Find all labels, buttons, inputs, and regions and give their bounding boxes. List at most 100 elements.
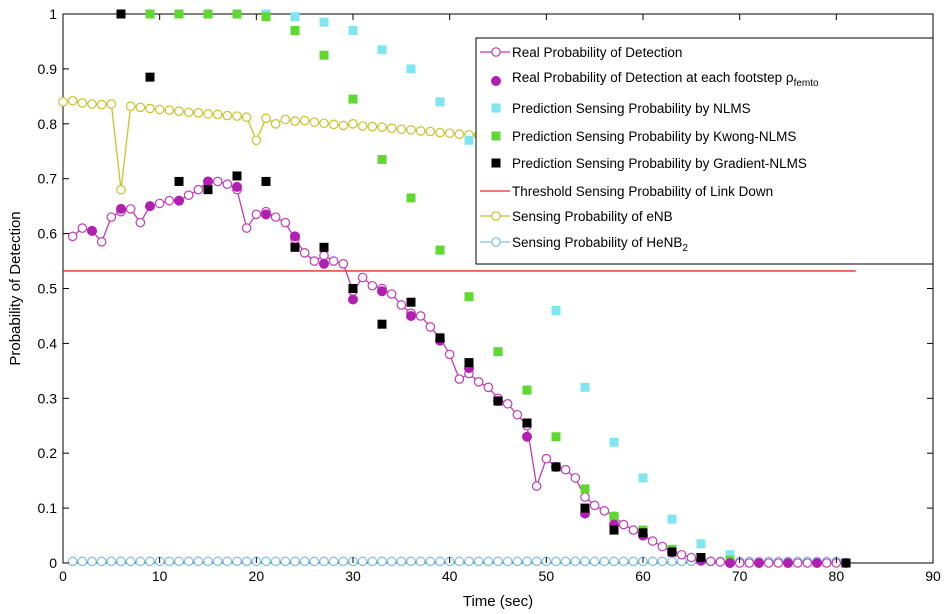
data-point-henb (77, 556, 88, 567)
y-tick-label: 0.9 (38, 61, 58, 77)
data-point-enb (299, 115, 310, 126)
legend-label: Sensing Probability of eNB (512, 209, 673, 224)
data-point-henb (232, 556, 242, 567)
x-tick-label: 90 (925, 568, 941, 584)
data-point-real (599, 506, 610, 516)
data-point-real (705, 556, 716, 567)
data-point-gradient (580, 503, 590, 513)
legend-marker (491, 237, 501, 247)
data-point-kwong (377, 154, 387, 164)
data-point-kwong (435, 245, 445, 255)
legend-item-real_step: Real Probability of Detection at each fo… (491, 70, 819, 89)
data-point-henb (386, 556, 397, 567)
data-point-gradient (290, 242, 300, 252)
data-point-henb (241, 556, 252, 567)
data-point-henb (464, 556, 474, 567)
data-point-gradient (609, 525, 619, 535)
data-point-real_step (348, 294, 358, 305)
data-point-gradient (638, 528, 648, 538)
data-point-enb (328, 119, 339, 130)
data-point-kwong (551, 432, 561, 442)
data-point-enb (125, 101, 136, 112)
data-point-enb (174, 106, 184, 116)
data-point-real (67, 231, 78, 242)
data-point-real (821, 558, 832, 568)
data-point-henb (667, 556, 677, 567)
data-point-real (541, 453, 552, 464)
data-point-henb (551, 556, 561, 567)
data-point-enb (106, 99, 117, 109)
data-point-real (193, 184, 204, 195)
data-point-kwong (609, 511, 619, 521)
data-point-real (251, 209, 262, 220)
data-point-real (744, 558, 755, 568)
data-point-henb (299, 556, 310, 567)
data-point-enb (183, 107, 194, 118)
data-point-kwong (522, 385, 532, 395)
data-point-kwong (319, 50, 329, 60)
data-point-real (77, 223, 88, 233)
data-point-henb (560, 556, 571, 567)
data-point-henb (570, 556, 581, 567)
data-point-real (328, 256, 339, 266)
series-gradient (116, 9, 851, 568)
data-point-henb (657, 556, 668, 567)
data-point-enb (280, 114, 291, 125)
y-tick-label: 1 (49, 6, 57, 22)
data-point-henb (203, 556, 213, 567)
series-henb (67, 556, 842, 567)
data-point-real (483, 382, 494, 393)
data-point-henb (483, 556, 494, 567)
data-point-nlms (319, 17, 329, 27)
data-point-real (367, 280, 378, 291)
data-point-enb (203, 109, 213, 119)
legend: Real Probability of Detection Real Probab… (475, 37, 934, 265)
data-point-enb (406, 125, 416, 135)
data-point-gradient (435, 333, 445, 343)
data-point-real (96, 237, 107, 247)
data-point-enb (96, 99, 107, 110)
data-point-real (792, 558, 803, 568)
data-point-kwong (580, 484, 590, 494)
data-point-henb (280, 556, 291, 567)
data-point-henb (493, 556, 503, 567)
data-point-henb (87, 556, 97, 567)
data-point-gradient (319, 242, 329, 252)
y-tick-label: 0.3 (38, 390, 58, 406)
data-point-real (270, 212, 281, 222)
data-point-enb (251, 135, 262, 146)
data-point-enb (386, 123, 397, 133)
data-point-real (183, 190, 194, 200)
y-tick-label: 0 (49, 555, 57, 571)
data-point-nlms (348, 25, 358, 35)
data-point-nlms (696, 539, 706, 549)
data-point-enb (270, 119, 281, 129)
data-point-nlms (667, 514, 677, 524)
data-point-enb (415, 126, 426, 136)
data-point-nlms (551, 305, 561, 315)
data-point-real (309, 256, 320, 266)
legend-label: Real Probability of Detection at each fo… (512, 70, 819, 89)
data-point-henb (193, 556, 204, 567)
x-tick-label: 20 (249, 568, 265, 584)
data-point-real (618, 519, 629, 530)
data-point-gradient (406, 297, 416, 307)
data-point-henb (357, 556, 368, 567)
data-point-real (686, 552, 697, 563)
data-point-henb (328, 556, 339, 567)
data-point-real (580, 492, 590, 502)
legend-marker (491, 211, 501, 221)
data-point-henb (116, 556, 126, 567)
legend-label: Real Probability of Detection (512, 45, 682, 60)
x-tick-label: 10 (152, 568, 168, 584)
data-point-gradient (667, 547, 677, 557)
data-point-henb (473, 556, 484, 567)
data-point-enb (319, 118, 329, 129)
data-point-enb (154, 104, 165, 115)
data-point-enb (87, 99, 97, 109)
data-point-real_step (203, 176, 213, 187)
legend-item-real: Real Probability of Detection (480, 45, 682, 60)
data-point-henb (270, 556, 281, 567)
data-point-real (773, 558, 784, 568)
data-point-enb (290, 116, 300, 126)
